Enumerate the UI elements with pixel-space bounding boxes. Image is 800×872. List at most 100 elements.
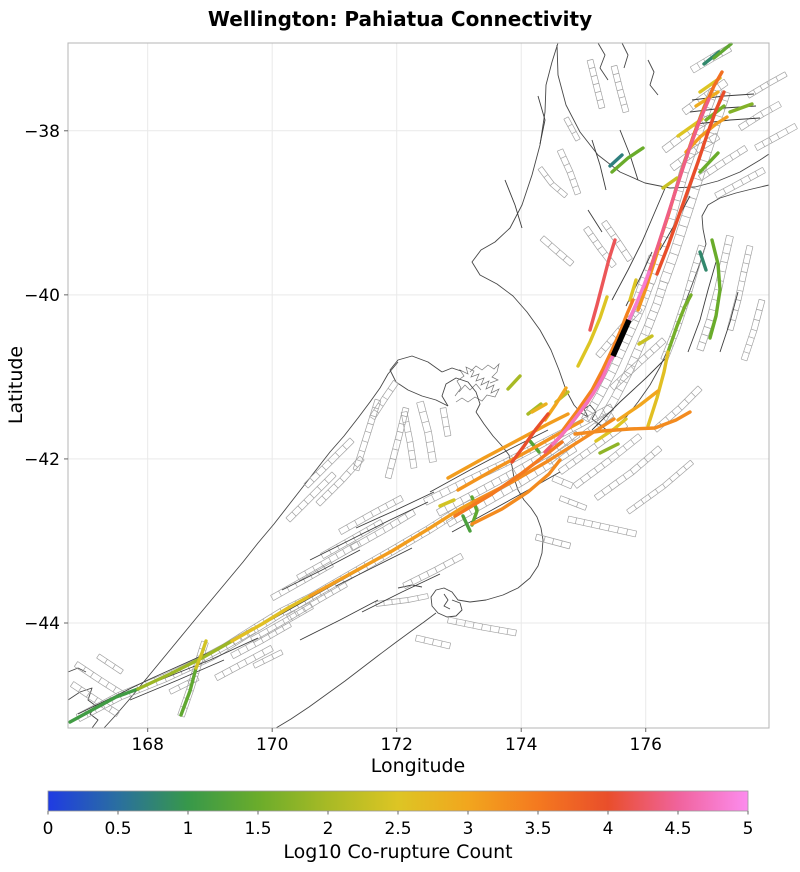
x-tick-label: 170 <box>256 735 288 755</box>
rupture-trace <box>637 334 654 346</box>
plot-frame <box>67 42 770 729</box>
rupture-trace <box>230 594 312 643</box>
rupture-trace <box>136 639 234 691</box>
y-axis-label: Latitude <box>5 346 27 424</box>
fault-ladder <box>286 581 348 621</box>
fault-ladder <box>534 533 572 550</box>
rupture-trace <box>616 389 660 422</box>
fault-ladder <box>315 455 365 507</box>
fault-ladder <box>652 385 703 433</box>
rupture-trace <box>712 42 733 60</box>
rupture-trace <box>561 298 635 432</box>
fault-ladder <box>669 132 721 172</box>
fault-ladder <box>447 616 517 637</box>
fault-ladder <box>369 380 399 420</box>
colorbar-tick-label: 1.5 <box>244 819 271 839</box>
rupture-trace <box>194 639 208 670</box>
rupture-trace <box>453 440 564 518</box>
rupture-trace <box>646 350 670 428</box>
y-tick-label: −44 <box>24 614 60 634</box>
y-tick-label: −42 <box>24 450 60 470</box>
colorbar-tick-label: 2 <box>323 819 334 839</box>
co-rupture-traces <box>68 42 754 724</box>
fault-ladder <box>285 471 337 523</box>
colorbar-bar <box>47 790 749 812</box>
colorbar-tick-label: 1 <box>183 819 194 839</box>
fault-ladder <box>610 64 630 114</box>
colorbar-tick-label: 5 <box>743 819 754 839</box>
rupture-trace <box>628 278 638 302</box>
fault-trace-lines <box>77 93 761 715</box>
rupture-trace <box>666 293 693 354</box>
colorbar-tick-label: 3 <box>463 819 474 839</box>
fault-ladder <box>601 219 633 262</box>
fault-ladder <box>740 298 766 362</box>
fault-ladder <box>556 148 582 196</box>
y-tick-label: −40 <box>24 286 60 306</box>
fault-ladder <box>539 235 575 267</box>
rupture-trace <box>576 295 609 368</box>
rupture-trace <box>446 412 570 480</box>
fault-ladder <box>400 411 418 469</box>
fault-ladder <box>593 445 663 501</box>
rupture-trace <box>530 402 548 414</box>
rupture-trace <box>642 97 711 289</box>
fault-ladder <box>563 116 581 142</box>
fault-ladder <box>230 621 292 659</box>
colorbar-tick-label: 4.5 <box>664 819 691 839</box>
x-axis-label: Longitude <box>371 755 466 777</box>
fault-ladder <box>402 553 464 589</box>
fault-ladder <box>609 337 667 391</box>
fault-ladder <box>320 519 384 559</box>
fault-ladder <box>537 166 568 199</box>
fault-ladder <box>96 653 124 675</box>
fault-ladder <box>252 649 284 669</box>
fault-ladder <box>567 515 637 538</box>
grid-lines <box>68 43 769 728</box>
fault-ladder <box>350 509 416 551</box>
rupture-trace <box>708 238 722 340</box>
rupture-trace <box>551 354 615 446</box>
rupture-trace <box>610 146 645 174</box>
fault-ladder <box>214 645 274 681</box>
fault-ladder <box>439 407 452 437</box>
axis-ticks <box>64 130 647 732</box>
fault-ladder <box>303 437 355 489</box>
x-tick-label: 168 <box>131 735 163 755</box>
fault-ladder <box>352 398 382 472</box>
rupture-trace <box>598 442 620 455</box>
coast-scribble-marlborough-sounds <box>454 362 500 403</box>
colorbar-tick-label: 4 <box>603 819 614 839</box>
rupture-trace <box>698 250 708 272</box>
fault-ladder <box>414 634 452 650</box>
fault-ladder <box>754 123 798 151</box>
x-tick-label: 174 <box>505 735 537 755</box>
rupture-trace <box>308 500 475 598</box>
rupture-trace <box>728 102 754 114</box>
x-tick-label: 176 <box>630 735 662 755</box>
rupture-trace <box>573 410 692 436</box>
colorbar-tick-label: 0.5 <box>104 819 131 839</box>
rupture-trace <box>698 151 720 174</box>
axis-tick-labels: 168 170 172 174 176 −38 −40 −42 −44 <box>24 122 662 755</box>
rupture-trace <box>627 270 651 322</box>
x-tick-label: 172 <box>380 735 412 755</box>
fault-ladder <box>626 459 694 515</box>
rupture-trace <box>470 458 562 526</box>
rupture-trace <box>438 498 456 508</box>
fault-ladder <box>375 593 429 607</box>
fault-ladder <box>74 661 124 697</box>
rupture-trace <box>179 666 198 717</box>
fault-ladder <box>551 474 574 490</box>
target-fault-segment <box>610 318 632 358</box>
fault-ladder <box>698 145 748 181</box>
colorbar-tick-label: 0 <box>43 819 54 839</box>
fault-ladder <box>384 406 410 480</box>
colorbar-label: Log10 Co-rupture Count <box>283 841 512 863</box>
fault-ladder <box>558 495 588 511</box>
fault-ladder <box>572 433 643 489</box>
fault-ladder <box>270 561 334 601</box>
fault-ladder <box>338 495 404 535</box>
